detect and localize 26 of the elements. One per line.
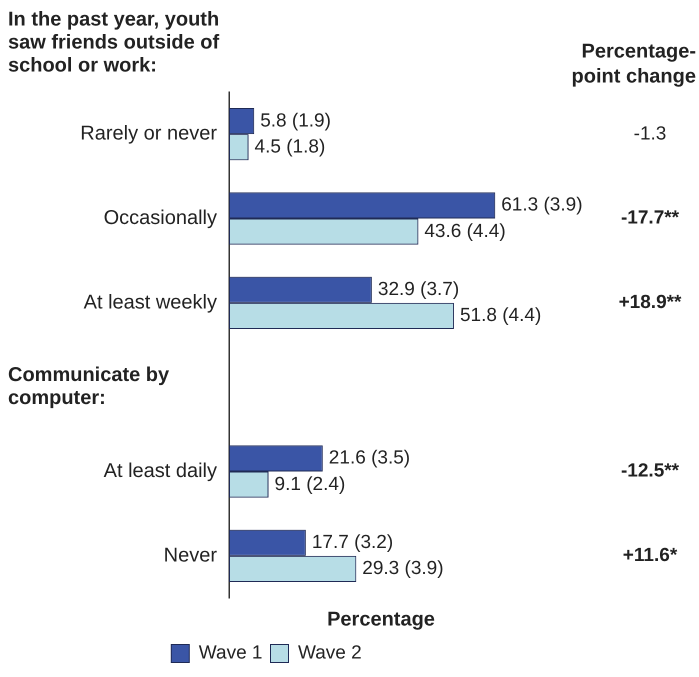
text: -17.7** xyxy=(620,208,680,229)
text: Percentage-point change xyxy=(572,40,696,88)
y-tick-label: Occasionally xyxy=(104,207,217,230)
text: +11.6* xyxy=(622,545,678,566)
y-tick-label: Rarely or never xyxy=(80,122,218,145)
legend-label: Wave 1 xyxy=(198,642,263,664)
legend-label: Wave 2 xyxy=(298,642,362,664)
y-tick-label: At least weekly xyxy=(84,291,217,314)
text: In the past year, youth saw friends outside of school or work: xyxy=(8,8,220,77)
data-label: 32.9 (3.7) xyxy=(378,278,460,300)
data-label: 5.8 (1.9) xyxy=(260,110,331,132)
data-label: 21.6 (3.5) xyxy=(328,448,410,469)
text: Communicate by computer: xyxy=(8,364,170,410)
text: +18.9** xyxy=(618,292,682,314)
data-label: 29.3 (3.9) xyxy=(362,558,444,580)
data-label: 9.1 (2.4) xyxy=(274,474,346,495)
text: -12.5** xyxy=(620,460,680,482)
data-label: 43.6 (4.4) xyxy=(424,220,506,242)
text: -1.3 xyxy=(634,123,666,144)
data-label: 61.3 (3.9) xyxy=(501,194,583,216)
data-label: 4.5 (1.8) xyxy=(254,136,326,158)
data-label: 51.8 (4.4) xyxy=(460,305,542,326)
y-tick-label: At least daily xyxy=(104,460,217,482)
data-label: 17.7 (3.2) xyxy=(312,532,394,553)
y-tick-label: Never xyxy=(164,544,218,566)
x-axis-title: Percentage xyxy=(327,608,435,631)
